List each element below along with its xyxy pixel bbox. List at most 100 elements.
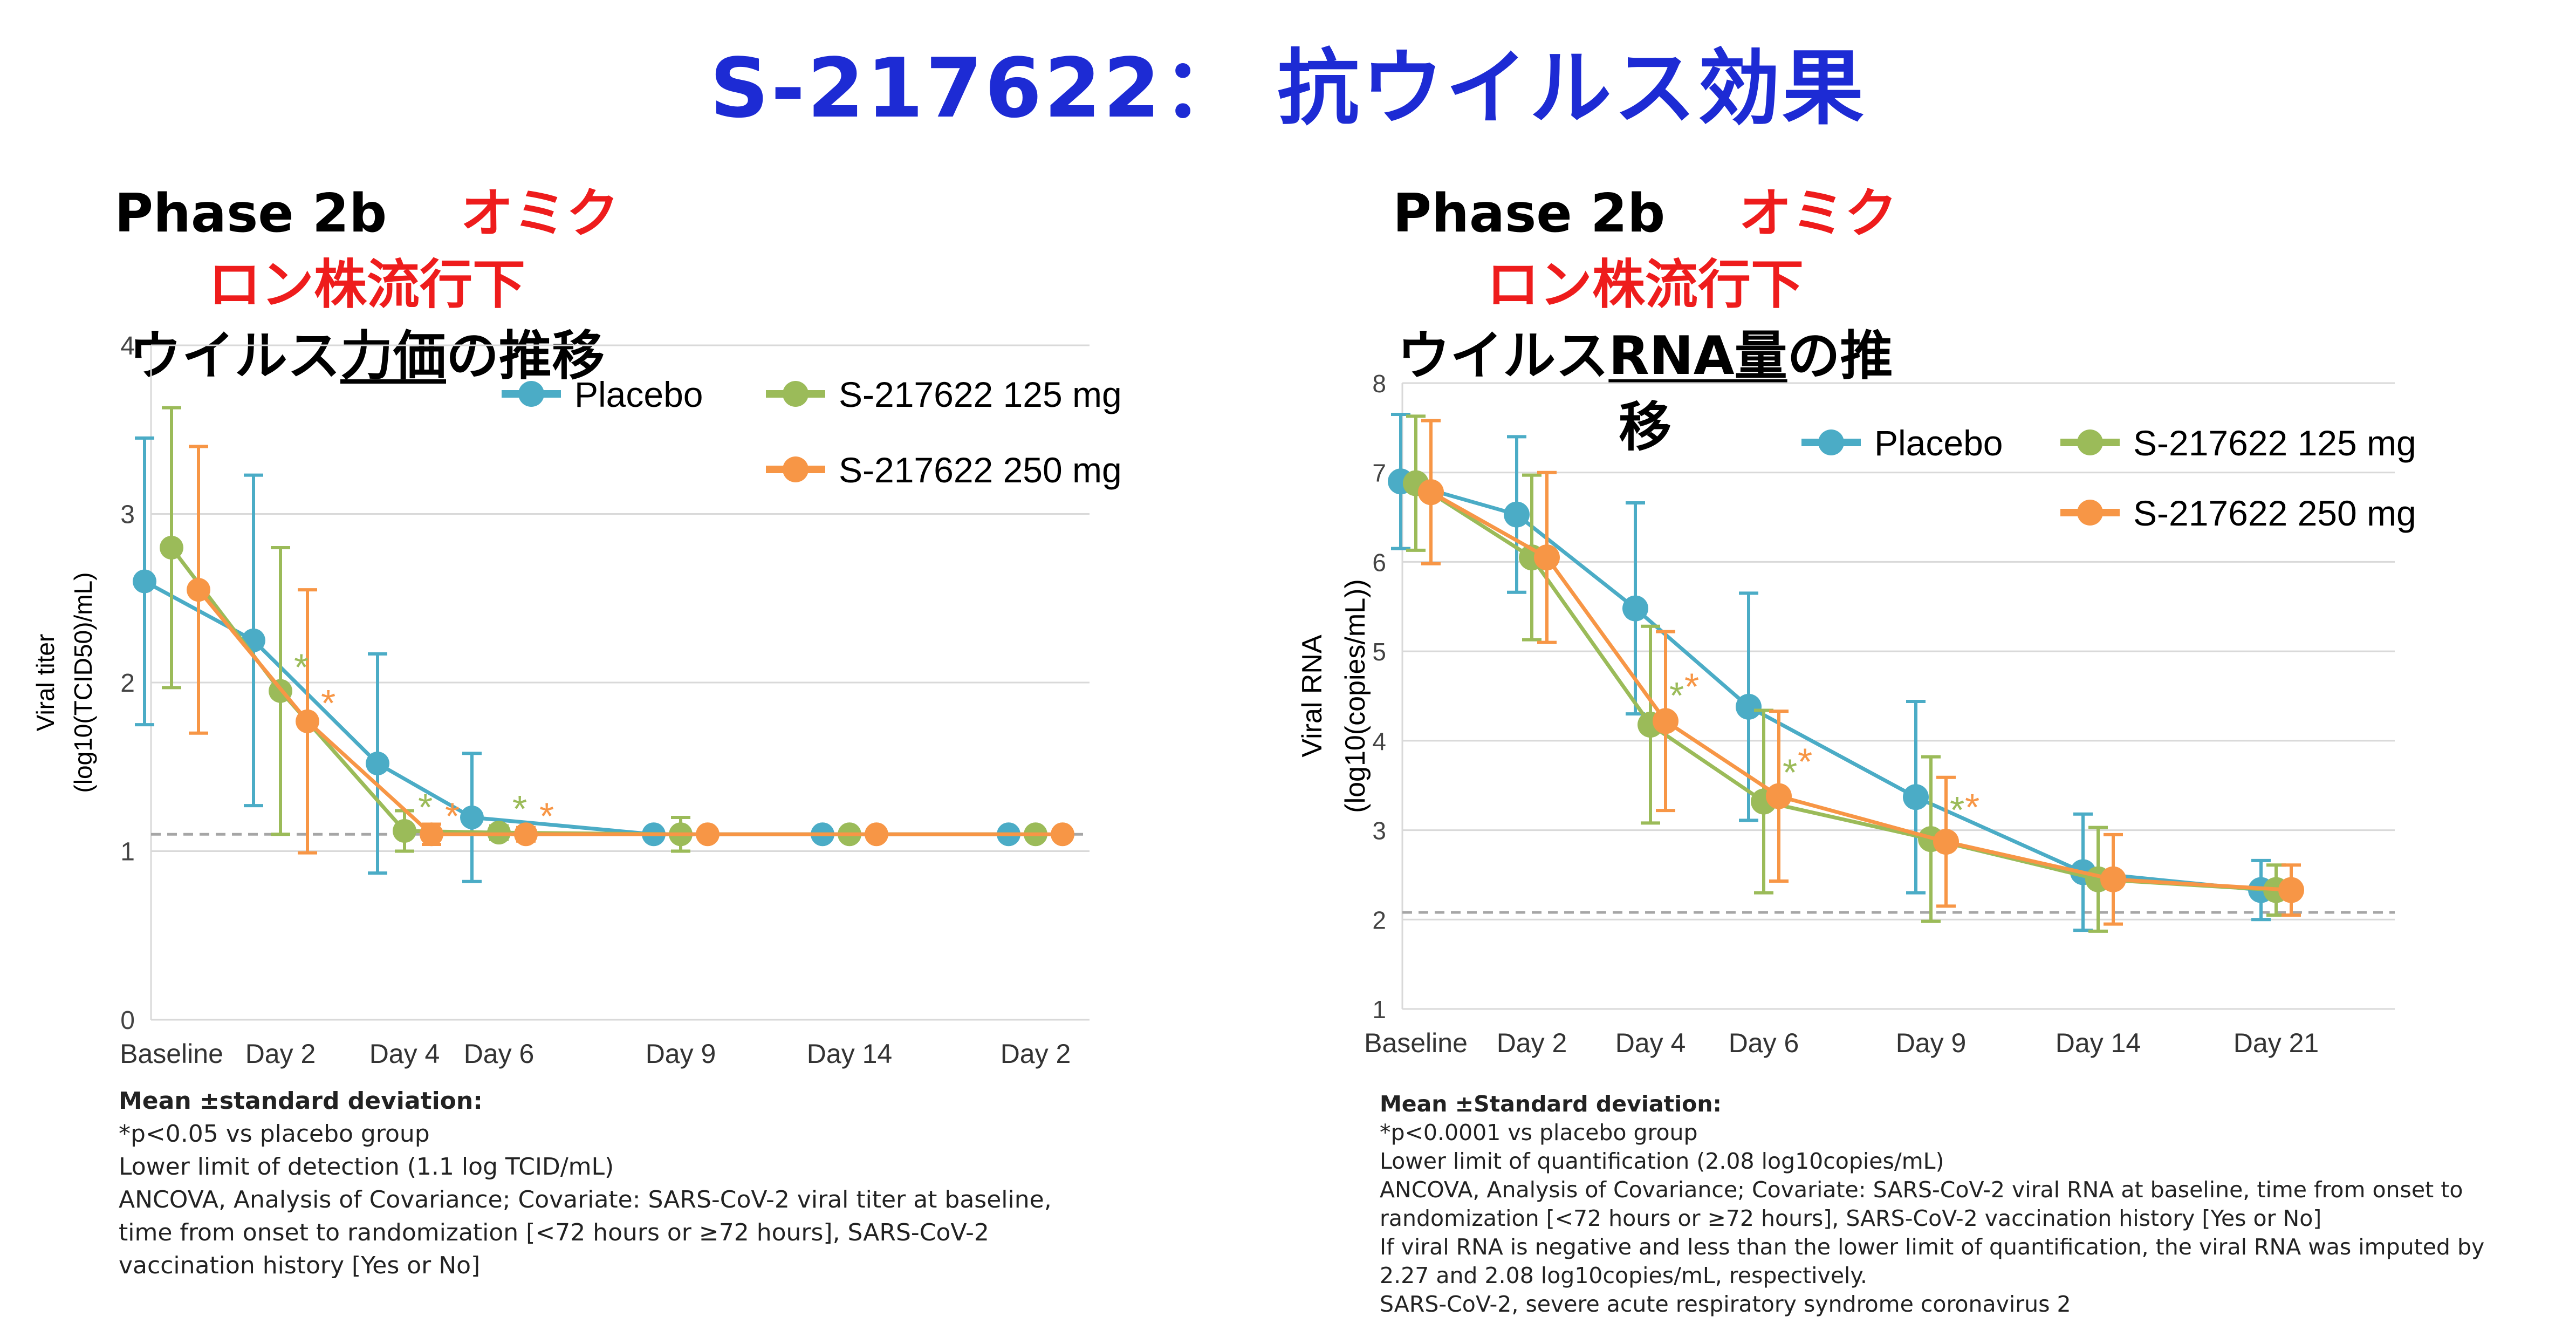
y-axis-title-line2: (log10(TCID50)/mL) <box>69 572 97 793</box>
right-notes: Mean ±Standard deviation: *p<0.0001 vs p… <box>1380 1090 2484 1319</box>
x-tick-label: Day 2 <box>1001 1039 1071 1069</box>
data-point-placebo <box>133 569 156 594</box>
y-axis-title: Viral titer (log10(TCID50)/mL) <box>31 572 97 793</box>
x-tick-label: Day 4 <box>1615 1028 1686 1058</box>
data-point-dose250 <box>1418 479 1444 506</box>
left-heading-underlined: 力価 <box>340 325 446 387</box>
legend-label: S-217622 125 mg <box>2133 423 2416 463</box>
data-point-dose125 <box>160 536 183 560</box>
y-tick-label: 1 <box>120 838 135 867</box>
data-point-placebo <box>460 806 484 829</box>
right-heading-pre: ウイルス <box>1397 325 1609 387</box>
significance-marker: * <box>445 795 460 837</box>
right-notes-head: Mean ±Standard deviation: <box>1380 1091 1722 1117</box>
data-point-dose250 <box>296 709 319 733</box>
y-tick-label: 4 <box>120 332 135 360</box>
left-notes-line: Lower limit of detection (1.1 log TCID/m… <box>119 1153 614 1181</box>
legend-swatch-marker <box>1818 429 1844 455</box>
right-heading-phase: Phase 2b <box>1393 183 1666 244</box>
y-tick-label: 7 <box>1372 459 1386 487</box>
x-tick-label: Day 14 <box>2056 1028 2141 1058</box>
data-point-placebo <box>1504 501 1530 528</box>
right-notes-line: randomization [<72 hours or ≥72 hours], … <box>1380 1205 2322 1231</box>
left-heading-post: の推移 <box>446 325 605 387</box>
y-tick-label: 2 <box>120 669 135 698</box>
data-point-dose250 <box>1766 783 1792 809</box>
right-notes-line: ANCOVA, Analysis of Covariance; Covariat… <box>1380 1177 2463 1203</box>
left-notes-line: vaccination history [Yes or No] <box>119 1252 481 1279</box>
series-line-placebo <box>143 579 1009 836</box>
data-point-dose250 <box>1051 822 1074 847</box>
left-notes: Mean ±standard deviation: *p<0.05 vs pla… <box>119 1085 1052 1282</box>
significance-marker: * <box>1684 665 1699 707</box>
page-title: S-217622： 抗ウイルス効果 <box>709 40 1867 136</box>
x-tick-label: Baseline <box>1364 1028 1468 1058</box>
right-heading-post: の推移 <box>1618 325 1893 458</box>
x-tick-label: Day 4 <box>369 1039 440 1069</box>
series-line-dose125 <box>1415 481 2277 892</box>
left-heading-phase: Phase 2b <box>114 183 387 244</box>
y-tick-label: 4 <box>1372 727 1386 755</box>
data-point-placebo <box>366 752 389 775</box>
y-tick-label: 5 <box>1372 638 1386 666</box>
right-notes-line: Lower limit of quantification (2.08 log1… <box>1380 1148 1944 1174</box>
data-point-placebo <box>1736 693 1762 720</box>
data-point-dose250 <box>2278 877 2304 903</box>
legend-label: S-217622 125 mg <box>839 374 1122 414</box>
left-notes-line: time from onset to randomization [<72 ho… <box>119 1219 989 1246</box>
y-tick-label: 8 <box>1372 370 1386 398</box>
y-tick-label: 0 <box>120 1006 135 1035</box>
right-notes-line: *p<0.0001 vs placebo group <box>1380 1120 1698 1145</box>
x-tick-label: Baseline <box>120 1039 223 1069</box>
data-point-dose250 <box>420 822 443 847</box>
right-heading-line1: Phase 2b オミクロン株流行下 <box>1375 178 1915 320</box>
x-tick-label: Day 21 <box>2234 1028 2319 1058</box>
legend-swatch-marker <box>2077 500 2103 526</box>
significance-marker: * <box>418 786 433 828</box>
legend-swatch-marker <box>2077 429 2103 455</box>
data-point-dose250 <box>1933 829 1959 855</box>
right-heading-line2: ウイルスRNA量の推移 <box>1375 320 1915 463</box>
y-axis-title-line1: Viral titer <box>31 634 59 732</box>
y-tick-label: 6 <box>1372 548 1386 576</box>
y-tick-label: 3 <box>120 501 135 529</box>
data-point-dose250 <box>1534 544 1560 571</box>
x-tick-label: Day 6 <box>464 1039 535 1069</box>
right-notes-line: 2.27 and 2.08 log10copies/mL, respective… <box>1380 1263 1867 1288</box>
left-heading-red: オミクロン株流行下 <box>208 183 619 316</box>
right-heading: Phase 2b オミクロン株流行下 ウイルスRNA量の推移 <box>1375 178 1915 463</box>
left-heading: Phase 2b オミクロン株流行下 ウイルス力価の推移 <box>97 178 636 392</box>
significance-marker: * <box>1950 789 1964 831</box>
data-point-dose250 <box>696 822 720 847</box>
x-tick-label: Day 2 <box>1497 1028 1567 1058</box>
x-tick-label: Day 9 <box>1896 1028 1967 1058</box>
legend-swatch-marker <box>518 381 544 407</box>
data-point-dose250 <box>2100 866 2126 892</box>
left-heading-line1: Phase 2b オミクロン株流行下 <box>97 178 636 320</box>
data-point-dose250 <box>865 822 888 847</box>
left-heading-line2: ウイルス力価の推移 <box>97 320 636 392</box>
right-notes-line: If viral RNA is negative and less than t… <box>1380 1234 2485 1260</box>
x-tick-label: Day 6 <box>1729 1028 1799 1058</box>
data-point-dose250 <box>1653 708 1678 734</box>
viral-titer-chart: 0 1 2 3 4 Baseline Day 2 Day 4 Day 6 Day 9 Day 14 D… <box>31 332 1122 1069</box>
data-point-dose250 <box>187 578 210 602</box>
legend-label: S-217622 250 mg <box>2133 493 2416 533</box>
right-heading-red: オミクロン株流行下 <box>1486 183 1897 316</box>
legend-label: Placebo <box>1874 423 2003 463</box>
significance-marker: * <box>294 646 309 688</box>
y-tick-label: 3 <box>1372 817 1386 845</box>
data-point-dose125 <box>393 819 416 843</box>
significance-marker: * <box>1783 752 1797 794</box>
left-notes-line: ANCOVA, Analysis of Covariance; Covariat… <box>119 1186 1052 1213</box>
right-notes-line: SARS-CoV-2, severe acute respiratory syn… <box>1380 1291 2071 1317</box>
x-tick-label: Day 9 <box>646 1039 716 1069</box>
x-tick-label: Day 2 <box>245 1039 316 1069</box>
significance-marker: * <box>1798 741 1812 783</box>
legend-swatch-marker <box>783 381 809 407</box>
y-tick-label: 2 <box>1372 906 1386 934</box>
significance-marker: * <box>1965 786 1979 828</box>
x-tick-label: Day 14 <box>807 1039 892 1069</box>
series-line-placebo <box>1400 479 2262 892</box>
significance-marker: * <box>321 682 335 724</box>
